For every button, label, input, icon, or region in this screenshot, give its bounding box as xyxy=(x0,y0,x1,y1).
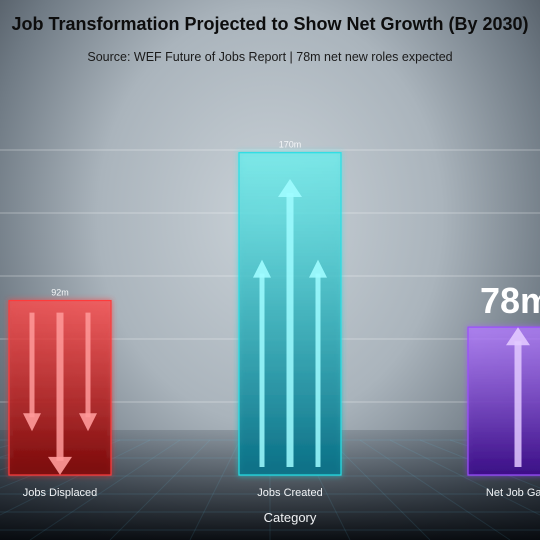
value-label: 92m xyxy=(51,288,69,298)
chart-subtitle: Source: WEF Future of Jobs Report | 78m … xyxy=(87,50,453,64)
bar-arrows xyxy=(253,179,327,467)
floor-grid-line xyxy=(0,439,61,458)
floor-grid-line xyxy=(109,439,211,540)
bar-net-job-gain xyxy=(467,326,540,476)
bar-arrows xyxy=(506,327,530,467)
x-axis-title: Category xyxy=(264,510,317,525)
labels-group: Jobs Displaced 92m Jobs Created 170m Net Job… xyxy=(23,140,540,499)
category-label: Net Job Gain xyxy=(486,487,540,499)
floor-grid-line xyxy=(419,439,540,489)
floor-grid-line xyxy=(189,439,241,540)
category-label: Jobs Displaced xyxy=(23,487,98,499)
value-label: 78m xyxy=(480,280,540,321)
bar-arrows xyxy=(23,312,97,475)
bars-group xyxy=(0,152,540,478)
floor-grid-line xyxy=(389,439,540,516)
floor-grid-line xyxy=(329,439,431,540)
floor-grid-line xyxy=(0,439,151,516)
category-label: Jobs Created xyxy=(257,487,322,499)
floor-grid-line xyxy=(359,439,511,540)
floor-grid-line xyxy=(29,439,181,540)
chart-title: Job Transformation Projected to Show Net… xyxy=(11,14,529,34)
value-label: 170m xyxy=(279,140,302,150)
